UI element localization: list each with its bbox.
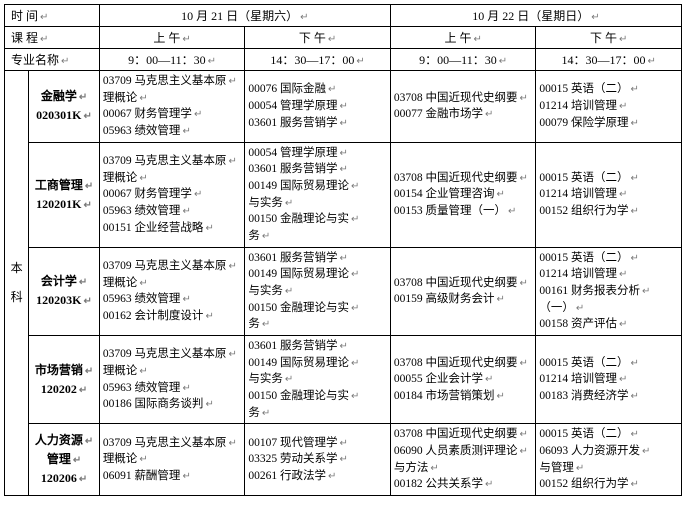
pm2: 下 午 (536, 27, 682, 49)
r2c3: 03708 中国近现代史纲要00159 高级财务会计 (390, 247, 536, 335)
r4c3: 03708 中国近现代史纲要06090 人员素质测评理论与方法00182 公共关… (390, 424, 536, 496)
slot3: 9：00—11：30 (390, 49, 536, 71)
r3c2: 03601 服务营销学00149 国际贸易理论与实务00150 金融理论与实务 (245, 336, 391, 424)
r2c4: 00015 英语（二）01214 培训管理00161 财务报表分析（一）0015… (536, 247, 682, 335)
r0c1: 03709 马克思主义基本原理概论00067 财务管理学05963 绩效管理 (99, 71, 245, 143)
slot1: 9：00—11：30 (99, 49, 245, 71)
r2c2: 03601 服务营销学00149 国际贸易理论与实务00150 金融理论与实务 (245, 247, 391, 335)
r4c2: 00107 现代管理学03325 劳动关系学00261 行政法学 (245, 424, 391, 496)
major-3: 市场营销120202 (29, 336, 100, 424)
r4c1: 03709 马克思主义基本原理概论06091 薪酬管理 (99, 424, 245, 496)
r0c4: 00015 英语（二）01214 培训管理00079 保险学原理 (536, 71, 682, 143)
pm1: 下 午 (245, 27, 391, 49)
schedule-table: 时 间 10 月 21 日（星期六） 10 月 22 日（星期日） 课 程 上 … (4, 4, 682, 496)
day1: 10 月 21 日（星期六） (99, 5, 390, 27)
r1c3: 03708 中国近现代史纲要00154 企业管理咨询00153 质量管理（一） (390, 142, 536, 247)
time-label: 时 间 (5, 5, 100, 27)
r3c4: 00015 英语（二）01214 培训管理00183 消费经济学 (536, 336, 682, 424)
r4c4: 00015 英语（二）06093 人力资源开发与管理00152 组织行为学 (536, 424, 682, 496)
slot4: 14：30—17：00 (536, 49, 682, 71)
major-1: 工商管理120201K (29, 142, 100, 247)
r1c4: 00015 英语（二）01214 培训管理00152 组织行为学 (536, 142, 682, 247)
r1c1: 03709 马克思主义基本原理概论00067 财务管理学05963 绩效管理00… (99, 142, 245, 247)
r1c2: 00054 管理学原理03601 服务营销学00149 国际贸易理论与实务001… (245, 142, 391, 247)
course-label: 课 程 (5, 27, 100, 49)
r2c1: 03709 马克思主义基本原理概论05963 绩效管理00162 会计制度设计 (99, 247, 245, 335)
r0c2: 00076 国际金融00054 管理学原理03601 服务营销学 (245, 71, 391, 143)
r3c3: 03708 中国近现代史纲要00055 企业会计学00184 市场营销策划 (390, 336, 536, 424)
major-4: 人力资源管理120206 (29, 424, 100, 496)
am2: 上 午 (390, 27, 536, 49)
slot2: 14：30—17：00 (245, 49, 391, 71)
day2: 10 月 22 日（星期日） (390, 5, 681, 27)
section-col: 本 科 (5, 71, 29, 496)
major-label: 专业名称 (5, 49, 100, 71)
r3c1: 03709 马克思主义基本原理概论05963 绩效管理00186 国际商务谈判 (99, 336, 245, 424)
major-2: 会计学120203K (29, 247, 100, 335)
major-0: 金融学020301K (29, 71, 100, 143)
r0c3: 03708 中国近现代史纲要00077 金融市场学 (390, 71, 536, 143)
am1: 上 午 (99, 27, 245, 49)
